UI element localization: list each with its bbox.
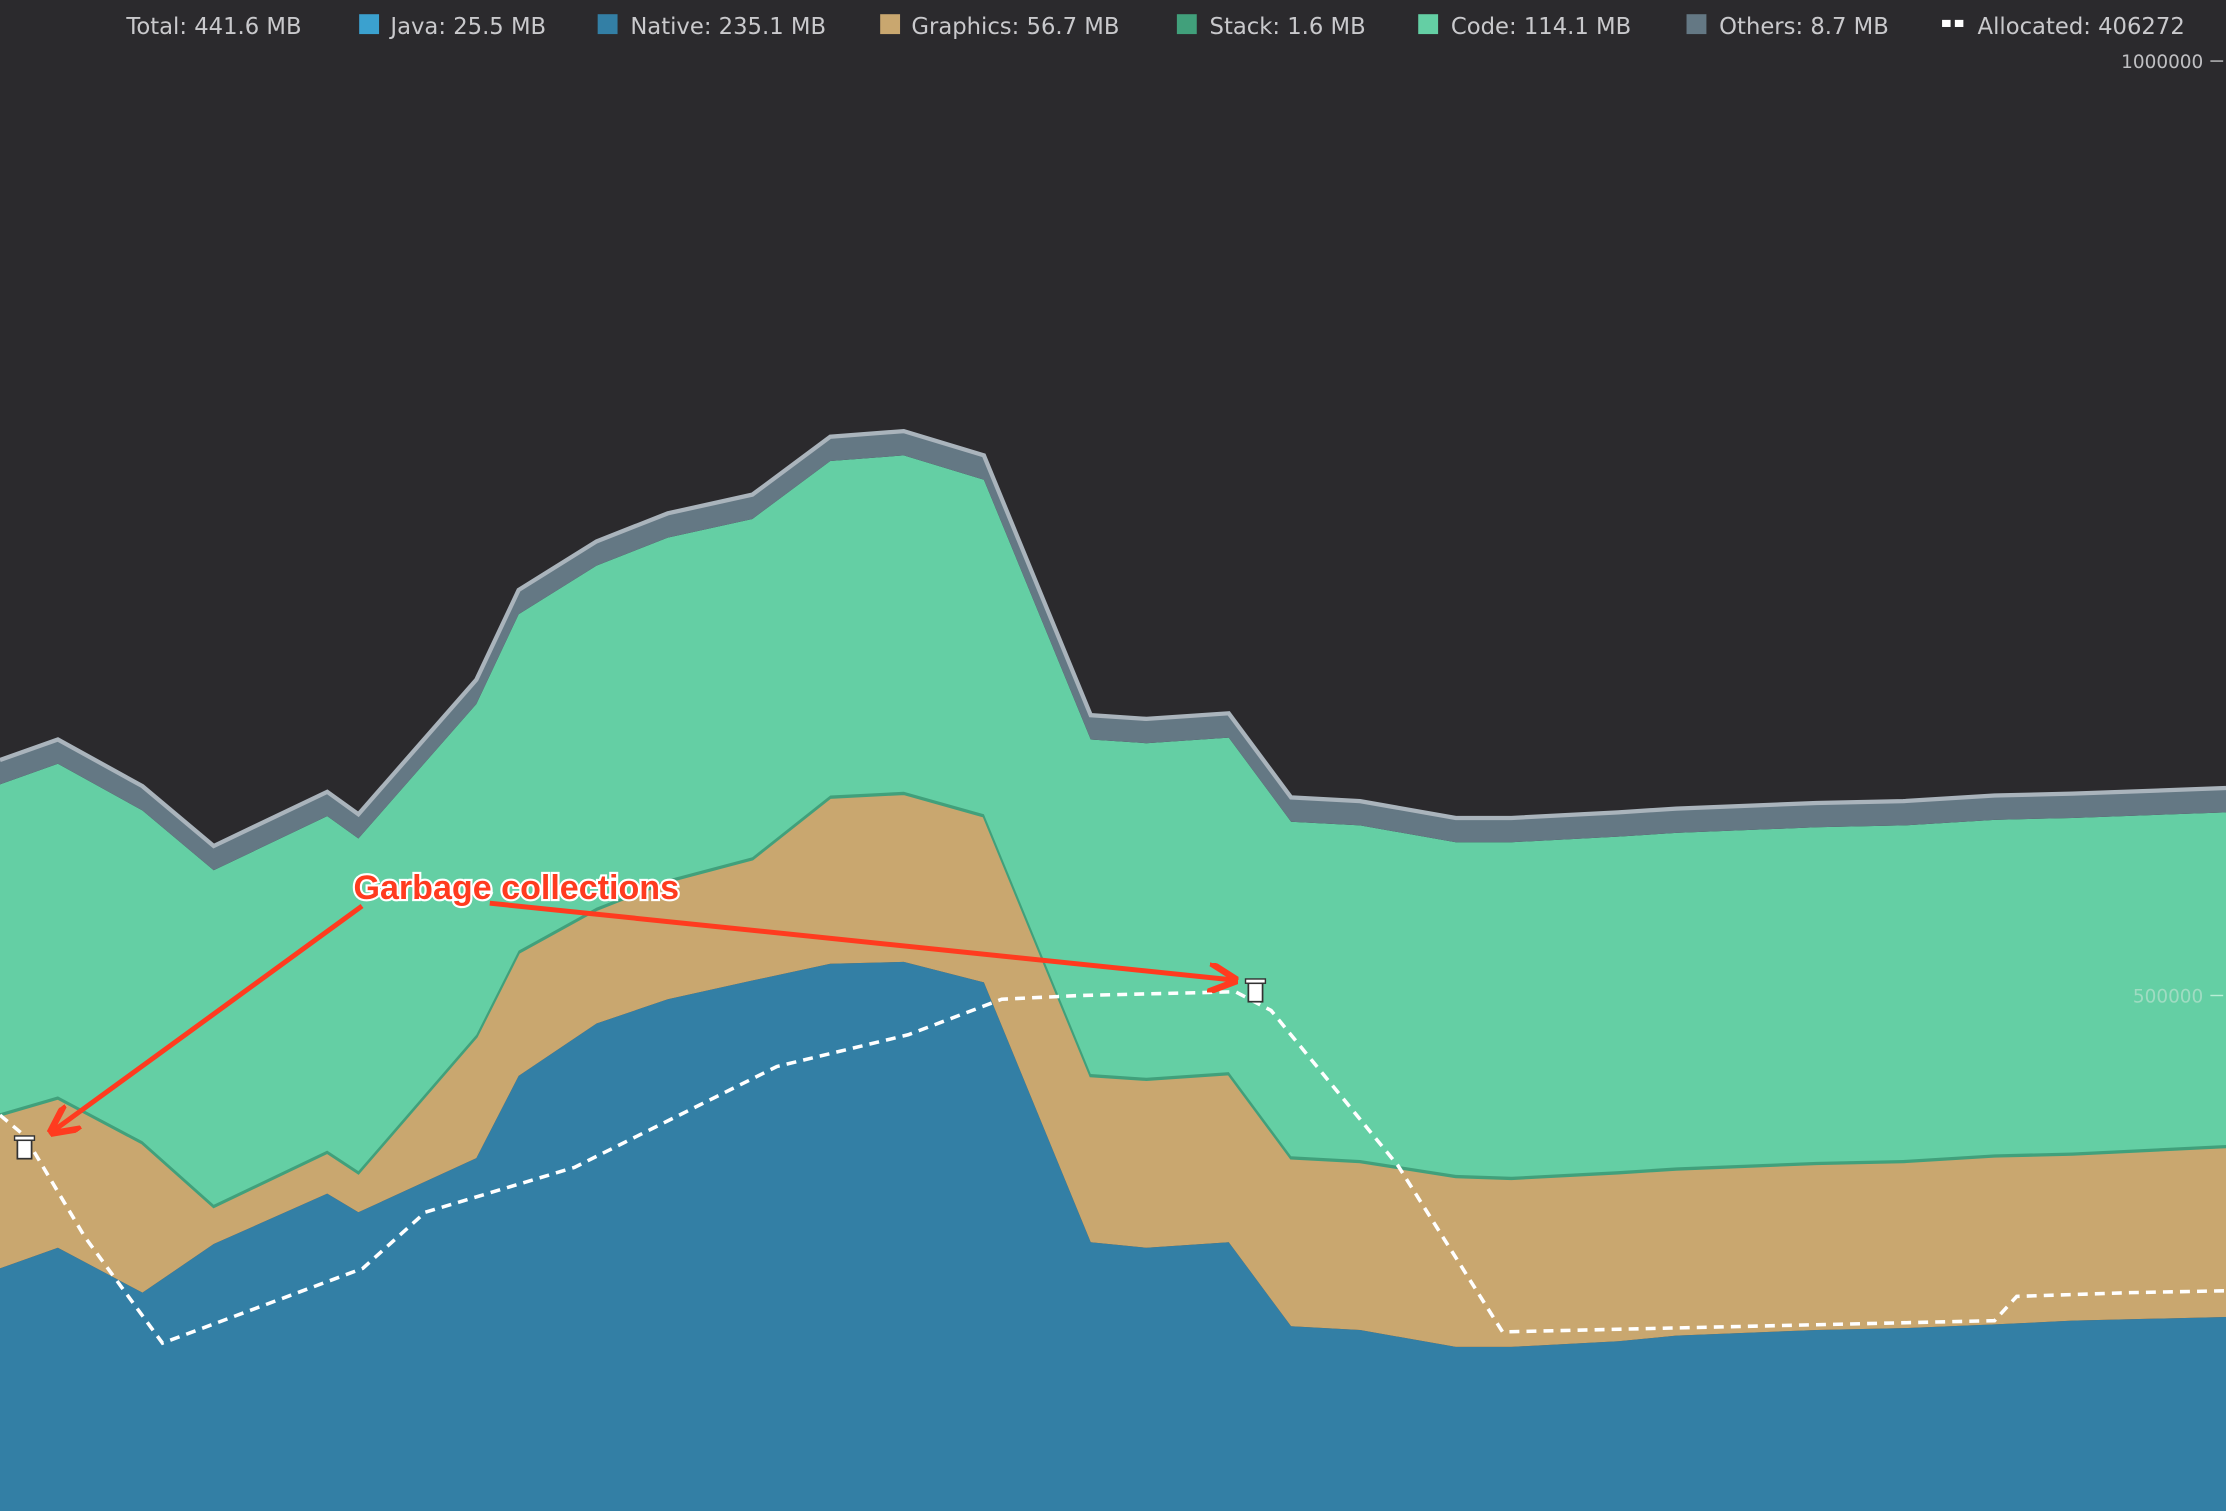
legend-stack: Stack: 1.6 MB [1210, 14, 1366, 40]
legend-swatch-stack [1176, 14, 1197, 35]
legend-allocated: Allocated: 406272 [1978, 14, 2185, 40]
annotation-label: Garbage collections [353, 869, 679, 907]
area-stack [0, 790, 2226, 1209]
trash-can-icon [1244, 978, 1267, 1003]
allocated-line-group [0, 989, 2226, 1346]
trash-can-icon [13, 1135, 36, 1160]
area-code [0, 455, 2226, 1205]
stacked-areas [0, 428, 2226, 1511]
legend-code: Code: 114.1 MB [1451, 14, 1631, 40]
others-top-edge [0, 428, 2226, 849]
allocated-line [0, 989, 2226, 1346]
annotation-arrow-left [54, 904, 364, 1130]
area-native [0, 961, 2226, 1511]
trash-can-lid [13, 1135, 36, 1141]
annotation-arrow-right [489, 900, 1232, 980]
legend-swatch-java [359, 14, 380, 35]
legend-total: Total: 441.6 MB [125, 14, 301, 40]
trash-can-body [16, 1139, 33, 1160]
trash-can-body [1247, 982, 1264, 1003]
legend-swatch-native [597, 14, 618, 35]
legend-swatch-graphics [880, 14, 901, 35]
legend-native: Native: 235.1 MB [630, 14, 826, 40]
gc-events [13, 978, 1267, 1160]
trash-can-lid [1244, 978, 1267, 984]
legend-swatch-allocated-a [1942, 19, 1951, 27]
y-tick-label-500000: 500000 [2133, 987, 2203, 1008]
gc-annotation: Garbage collections [54, 867, 1232, 1130]
legend-java: Java: 25.5 MB [388, 14, 546, 40]
legend-graphics: Graphics: 56.7 MB [911, 14, 1119, 40]
legend-others: Others: 8.7 MB [1719, 14, 1889, 40]
y-tick-label-1000000: 1000000 [2121, 52, 2203, 73]
legend-swatch-allocated-b [1954, 19, 1964, 27]
legend: Total: 441.6 MB Java: 25.5 MB Native: 23… [125, 14, 2184, 40]
legend-swatch-code [1418, 14, 1439, 35]
legend-swatch-others [1686, 14, 1707, 35]
